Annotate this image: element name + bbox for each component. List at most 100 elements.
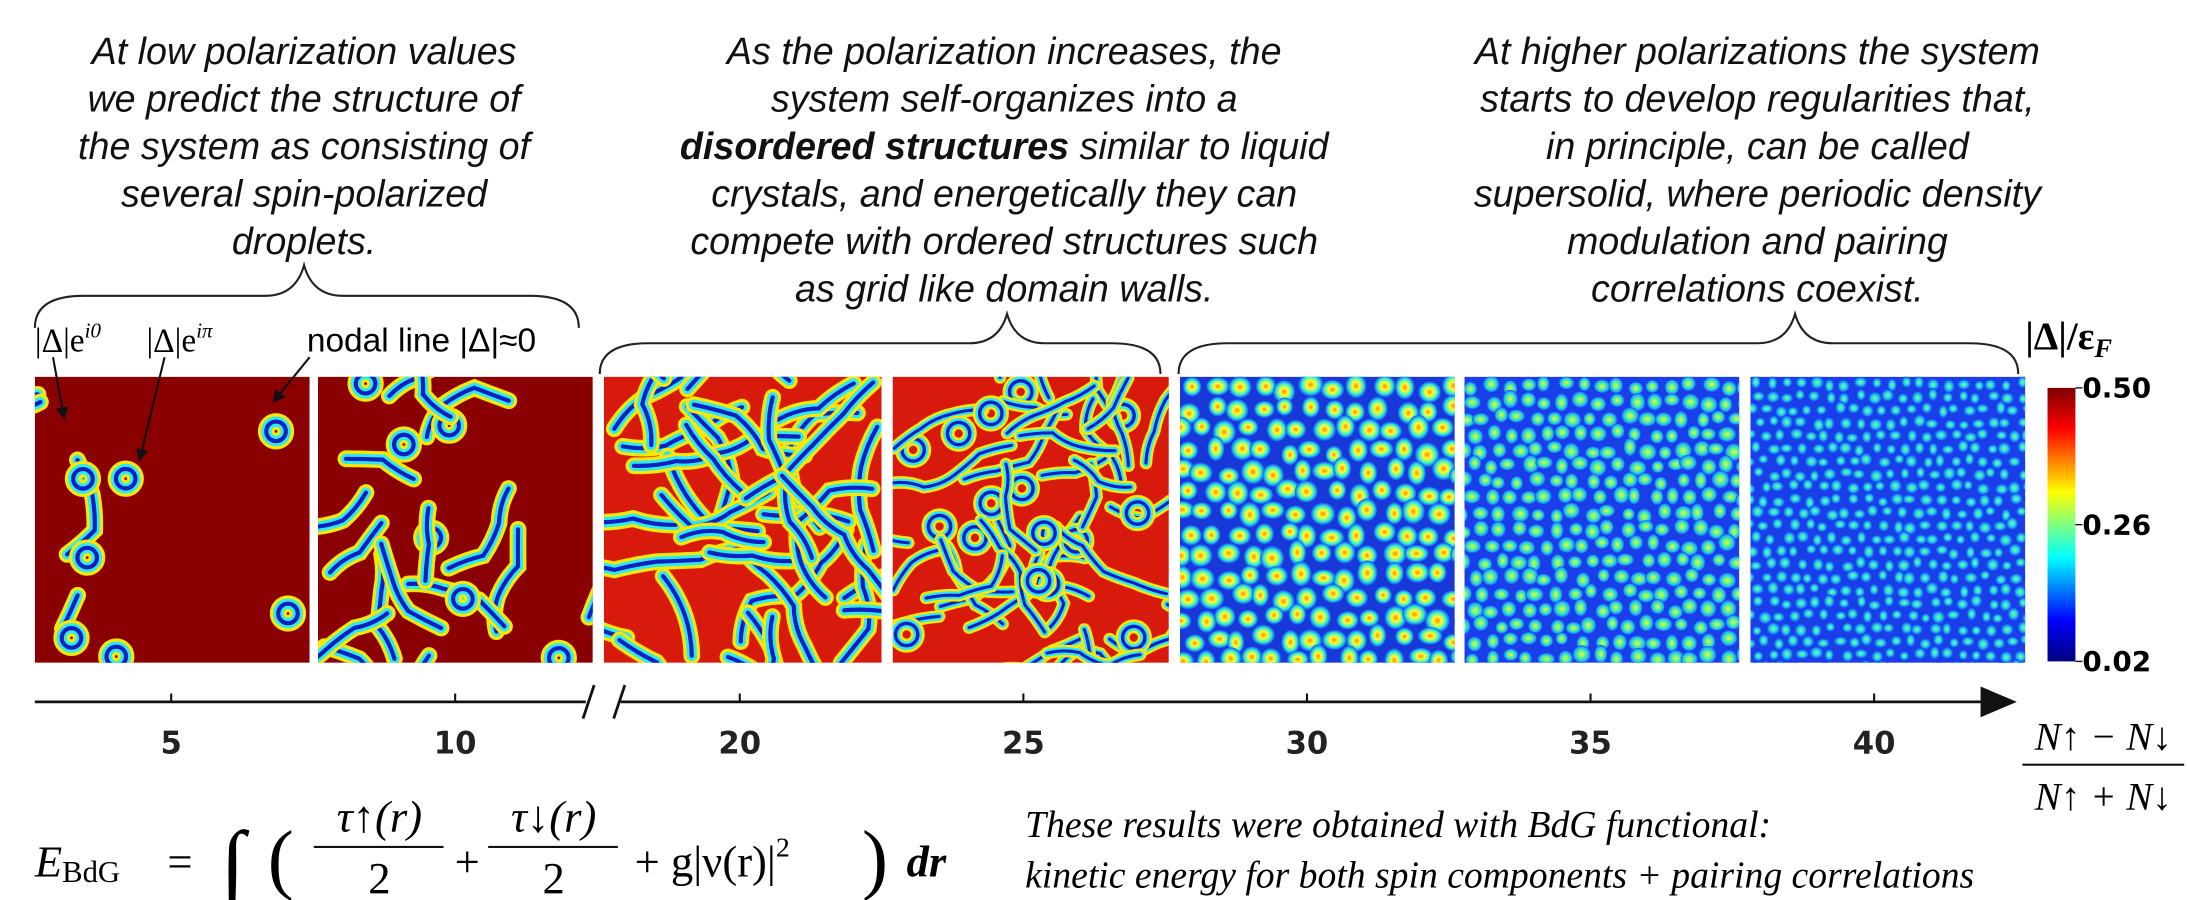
density-peak [1896,506,1908,519]
density-peak [1726,665,1744,683]
density-peak [1594,645,1608,663]
density-peak [2024,496,2026,503]
density-peak [1482,376,1500,393]
density-peak [2018,469,2026,481]
density-peak [1619,619,1636,635]
density-peak [1771,496,1786,508]
density-peak [1951,429,1963,440]
density-peak [1637,589,1655,603]
density-peak [1179,565,1192,589]
density-peak [2022,481,2026,492]
domain-wall [1045,649,1142,663]
density-peak [1415,442,1440,467]
density-peak [1608,377,1624,394]
density-peak [1609,393,1625,408]
density-peak [1407,415,1430,440]
density-peak [1537,376,1550,392]
density-peak [1861,430,1872,444]
density-peak [1767,376,1778,391]
density-peak [1831,543,1845,556]
density-peak [2032,415,2042,427]
density-peak [1682,489,1697,506]
density-peak [1260,648,1282,663]
density-peak [1923,456,1934,469]
domain-wall [977,400,1004,427]
density-peak [1972,584,1983,597]
density-peak [1934,429,1949,441]
density-peak [1817,428,1829,443]
density-peak [1707,442,1725,455]
density-peak [1750,638,1757,649]
density-peak [1754,417,1766,428]
density-peak [1586,554,1600,568]
domain-wall [725,654,747,663]
density-peak [1750,530,1762,543]
density-peak [1711,586,1727,604]
density-peak [1650,598,1665,615]
density-peak [1484,539,1501,554]
density-peak [1860,571,1872,583]
density-peak [1758,611,1773,625]
density-peak [1978,494,1991,508]
density-peak [1935,544,1949,556]
density-peak [1277,673,1295,693]
density-peak [2001,560,2013,571]
density-peak [1677,473,1691,488]
density-peak [1730,506,1740,522]
density-peak [1654,663,1670,680]
density-peak [1385,562,1404,585]
density-peak [1541,425,1555,442]
density-peak [1958,390,1969,402]
density-peak [1934,482,1947,493]
paragraph-line: we predict the structure of [87,78,524,120]
formula-text: = [167,836,192,886]
density-peak [1985,624,1998,638]
density-peak [1979,570,1991,581]
density-peak [2017,620,2026,635]
density-peak [1924,418,1939,429]
density-peak [1818,480,1831,491]
colorbar-tick-label: 0.02 [2082,645,2151,678]
density-peak [1929,623,1943,635]
density-peak [1976,637,1990,651]
density-peak [1977,521,1992,535]
density-peak [1845,432,1859,443]
density-peak [1867,391,1882,405]
density-peak [1804,455,1819,468]
density-peak [1775,405,1788,418]
domain-wall [617,637,660,663]
density-peak [1904,454,1918,468]
density-peak [1957,625,1969,637]
domain-wall [892,443,1014,489]
density-peak [1701,573,1717,587]
axis-arrow [1980,686,2017,718]
density-peak [1472,412,1490,426]
density-peak [1372,479,1392,501]
density-peak [1944,419,1957,430]
density-peak [1770,480,1784,492]
density-peak [1761,545,1773,560]
density-peak [1521,567,1539,585]
density-peak [2015,506,2026,517]
density-peak [1775,544,1788,557]
density-peak [1897,530,1911,544]
density-peak [1873,637,1888,649]
density-peak [2009,493,2023,505]
density-peak [1623,437,1637,457]
density-peak [1787,406,1799,417]
axis-tick-label: 40 [1853,726,1896,761]
density-peak [1805,517,1816,530]
density-peak [1617,667,1632,680]
density-peak [1918,520,1932,531]
density-peak [1520,490,1537,505]
density-peak [1692,587,1707,600]
density-peak [1965,496,1978,508]
density-peak [1537,652,1556,663]
density-peak [1981,663,1992,673]
density-peak [1609,650,1624,663]
density-peak [1750,483,1756,495]
density-peak [1550,668,1565,683]
density-peak [1878,609,1889,622]
density-peak [1991,457,2004,469]
density-peak [1849,455,1861,467]
